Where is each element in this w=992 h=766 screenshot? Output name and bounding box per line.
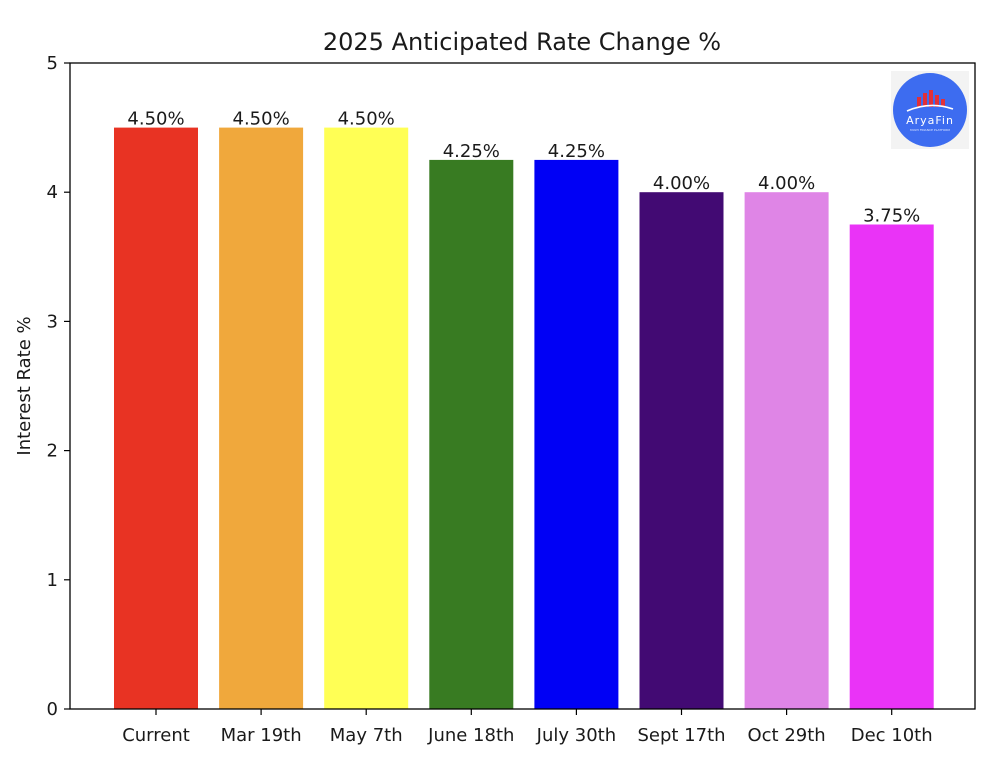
x-tick-label-dec-10th: Dec 10th bbox=[851, 725, 933, 746]
data-label-may-7th: 4.50% bbox=[338, 109, 395, 130]
y-ticks-layer: 0 1 2 3 4 5 bbox=[47, 53, 70, 720]
data-label-june-18th: 4.25% bbox=[443, 141, 500, 162]
x-tick-label-current: Current bbox=[122, 725, 190, 746]
bar-oct-29th bbox=[744, 192, 829, 709]
bar-dec-10th bbox=[849, 224, 934, 709]
bar-sept-17th bbox=[639, 192, 724, 709]
y-tick-label-2: 2 bbox=[47, 441, 58, 462]
x-tick-label-sept-17th: Sept 17th bbox=[637, 725, 725, 746]
x-tick-label-may-7th: May 7th bbox=[330, 725, 403, 746]
x-ticks-layer: Current Mar 19th May 7th June 18th July 30th… bbox=[122, 709, 933, 746]
data-label-dec-10th: 3.75% bbox=[863, 206, 920, 227]
logo-bar-icon bbox=[917, 90, 945, 107]
data-label-sept-17th: 4.00% bbox=[653, 173, 710, 194]
y-tick-label-0: 0 bbox=[47, 699, 58, 720]
x-tick-label-june-18th: June 18th bbox=[427, 725, 514, 746]
bar-july-30th bbox=[534, 159, 619, 709]
logo-swoosh-icon bbox=[906, 104, 954, 112]
logo-tagline: MULTI FINANCE PLATFORM bbox=[910, 128, 950, 132]
x-tick-label-mar-19th: Mar 19th bbox=[221, 725, 302, 746]
logo-circle bbox=[893, 73, 967, 147]
y-tick-label-1: 1 bbox=[47, 570, 58, 591]
data-label-july-30th: 4.25% bbox=[548, 141, 605, 162]
chart-title: 2025 Anticipated Rate Change % bbox=[323, 28, 721, 56]
y-tick-label-4: 4 bbox=[47, 182, 58, 203]
y-axis-label: Interest Rate % bbox=[14, 316, 35, 455]
bar-current bbox=[114, 127, 198, 710]
brand-logo: AryaFin MULTI FINANCE PLATFORM bbox=[891, 71, 969, 149]
plot-frame bbox=[69, 62, 976, 710]
logo-wordmark: AryaFin bbox=[906, 114, 954, 127]
data-label-current: 4.50% bbox=[127, 109, 184, 130]
data-labels-layer: 4.50% 4.50% 4.50% 4.25% 4.25% 4.00% 4.00% 3.75% bbox=[127, 109, 920, 227]
x-tick-label-oct-29th: Oct 29th bbox=[747, 725, 825, 746]
y-tick-label-5: 5 bbox=[47, 53, 58, 74]
bars-layer bbox=[114, 127, 934, 710]
bar-may-7th bbox=[324, 127, 409, 710]
y-tick-label-3: 3 bbox=[47, 311, 58, 332]
data-label-mar-19th: 4.50% bbox=[233, 109, 290, 130]
bar-mar-19th bbox=[219, 127, 304, 710]
x-tick-label-july-30th: July 30th bbox=[536, 725, 616, 746]
bar-june-18th bbox=[429, 159, 514, 709]
data-label-oct-29th: 4.00% bbox=[758, 173, 815, 194]
